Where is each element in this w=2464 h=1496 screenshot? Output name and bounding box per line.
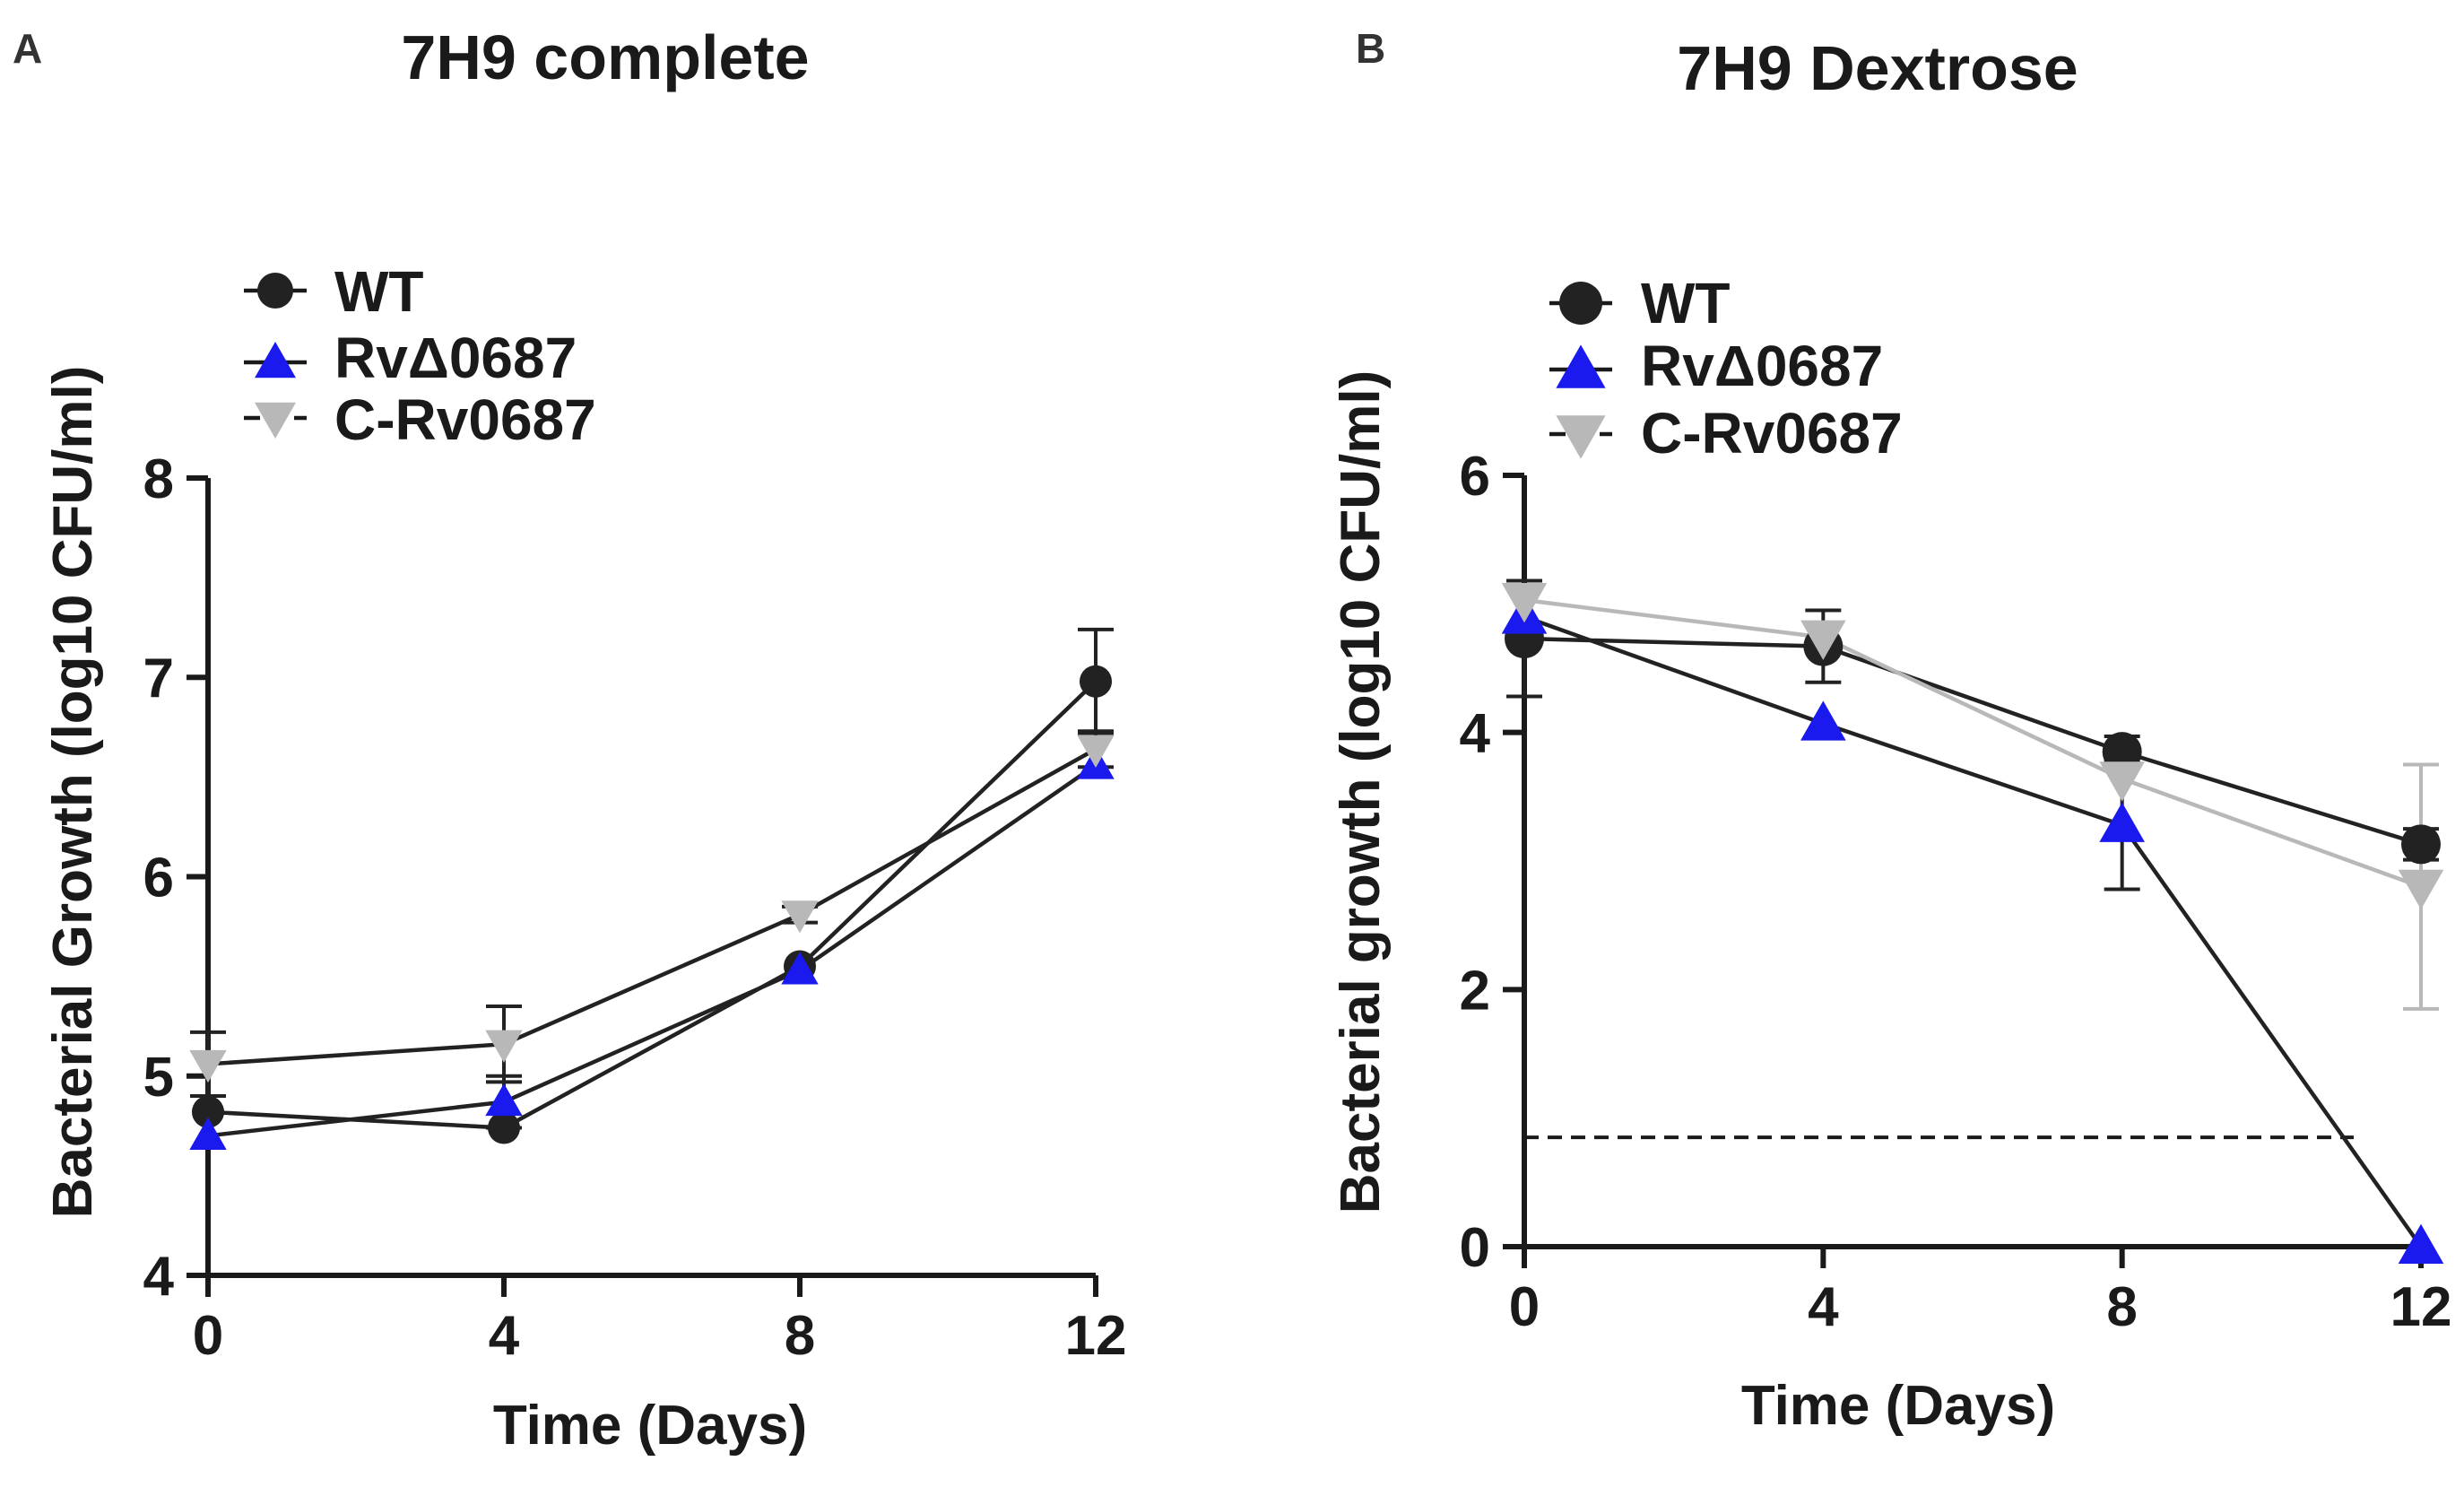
panel-a-x-axis-label: Time (Days) [493,1395,807,1457]
panel-a-point-wt [488,1112,520,1144]
panel-a-line-complement [208,749,1096,1064]
panel-a-legend-label-wt: WT [334,259,424,324]
panel-b-legend-marker-complement [1556,415,1605,458]
panel-b-line-mutant [1524,617,2421,1247]
panel-b-point-mutant [2399,1224,2444,1264]
panel-b-point-mutant [2099,803,2145,842]
panel-b-x-tick-label: 0 [1509,1276,1540,1338]
panel-b-series [1502,581,2444,1264]
panel-b-y-tick-label: 0 [1460,1217,1490,1279]
panel-a-x-tick-label: 4 [489,1305,520,1367]
panel-b-legend-marker-wt [1559,282,1602,325]
panel-b-letter: B [1356,25,1385,72]
panel-a: A 7H9 complete Time (Days) Bacterial Gro… [13,22,1126,1457]
panel-b: B 7H9 Dextrose Time (Days) Bacterial gro… [1330,25,2451,1437]
panel-a-y-tick-label: 7 [143,648,174,709]
panel-a-legend-label-complement: C-Rv0687 [334,387,596,452]
panel-a-y-tick-label: 5 [143,1047,174,1109]
panel-a-point-complement [781,900,818,933]
panel-b-legend: WT RvΔ0687 C-Rv0687 [1549,271,1903,465]
panel-b-line-wt [1524,639,2421,844]
panel-b-point-mutant [1800,700,1846,740]
panel-b-title: 7H9 Dextrose [1677,33,2078,103]
panel-a-series [189,630,1114,1150]
panel-b-x-axis-label: Time (Days) [1741,1375,2055,1437]
panel-a-x-tick-label: 0 [193,1305,223,1367]
panel-b-y-axis-label: Bacterial growth (log10 CFU/ml) [1330,370,1392,1213]
panel-a-title: 7H9 complete [401,22,809,92]
panel-a-y-axis-label: Bacterial Growth (log10 CFU/ml) [42,366,104,1219]
panel-b-x-tick-label: 8 [2106,1276,2137,1338]
panel-b-point-complement [2399,870,2444,909]
panel-a-y-tick-label: 8 [143,448,174,510]
panel-a-y-tick-label: 4 [143,1246,175,1308]
panel-b-legend-marker-mutant [1556,344,1605,387]
panel-a-x-tick-label: 8 [785,1305,815,1367]
panel-a-legend-marker-mutant [255,342,296,378]
panel-b-x-tick-label: 12 [2390,1276,2452,1338]
panel-b-legend-label-wt: WT [1641,271,1731,335]
panel-b-point-complement [2099,761,2145,801]
panel-a-legend-marker-complement [255,403,296,439]
panel-a-line-mutant [208,765,1096,1135]
panel-b-y-tick-label: 2 [1460,960,1490,1022]
panel-a-legend-marker-wt [257,273,293,309]
panel-a-point-mutant [485,1083,522,1116]
panel-a-line-wt [208,682,1096,1128]
panel-a-legend-label-mutant: RvΔ0687 [334,326,577,390]
panel-b-x-tick-label: 4 [1808,1276,1839,1338]
panel-a-point-complement [1077,735,1114,768]
panel-b-legend-label-complement: C-Rv0687 [1641,401,1903,465]
panel-b-y-tick-label: 4 [1460,703,1491,765]
panel-b-point-wt [2401,824,2441,864]
panel-a-point-wt [1080,665,1112,698]
panel-a-legend: WT RvΔ0687 C-Rv0687 [244,259,596,452]
figure-canvas: A 7H9 complete Time (Days) Bacterial Gro… [0,0,2464,1496]
panel-a-letter: A [13,25,42,72]
panel-a-y-tick-label: 6 [143,848,174,909]
panel-b-y-tick-label: 6 [1460,446,1490,508]
panel-a-x-tick-label: 12 [1065,1305,1127,1367]
panel-b-ticks: 0 4 8 12 0 2 4 6 [1460,446,2452,1338]
panel-b-legend-label-mutant: RvΔ0687 [1641,334,1883,398]
